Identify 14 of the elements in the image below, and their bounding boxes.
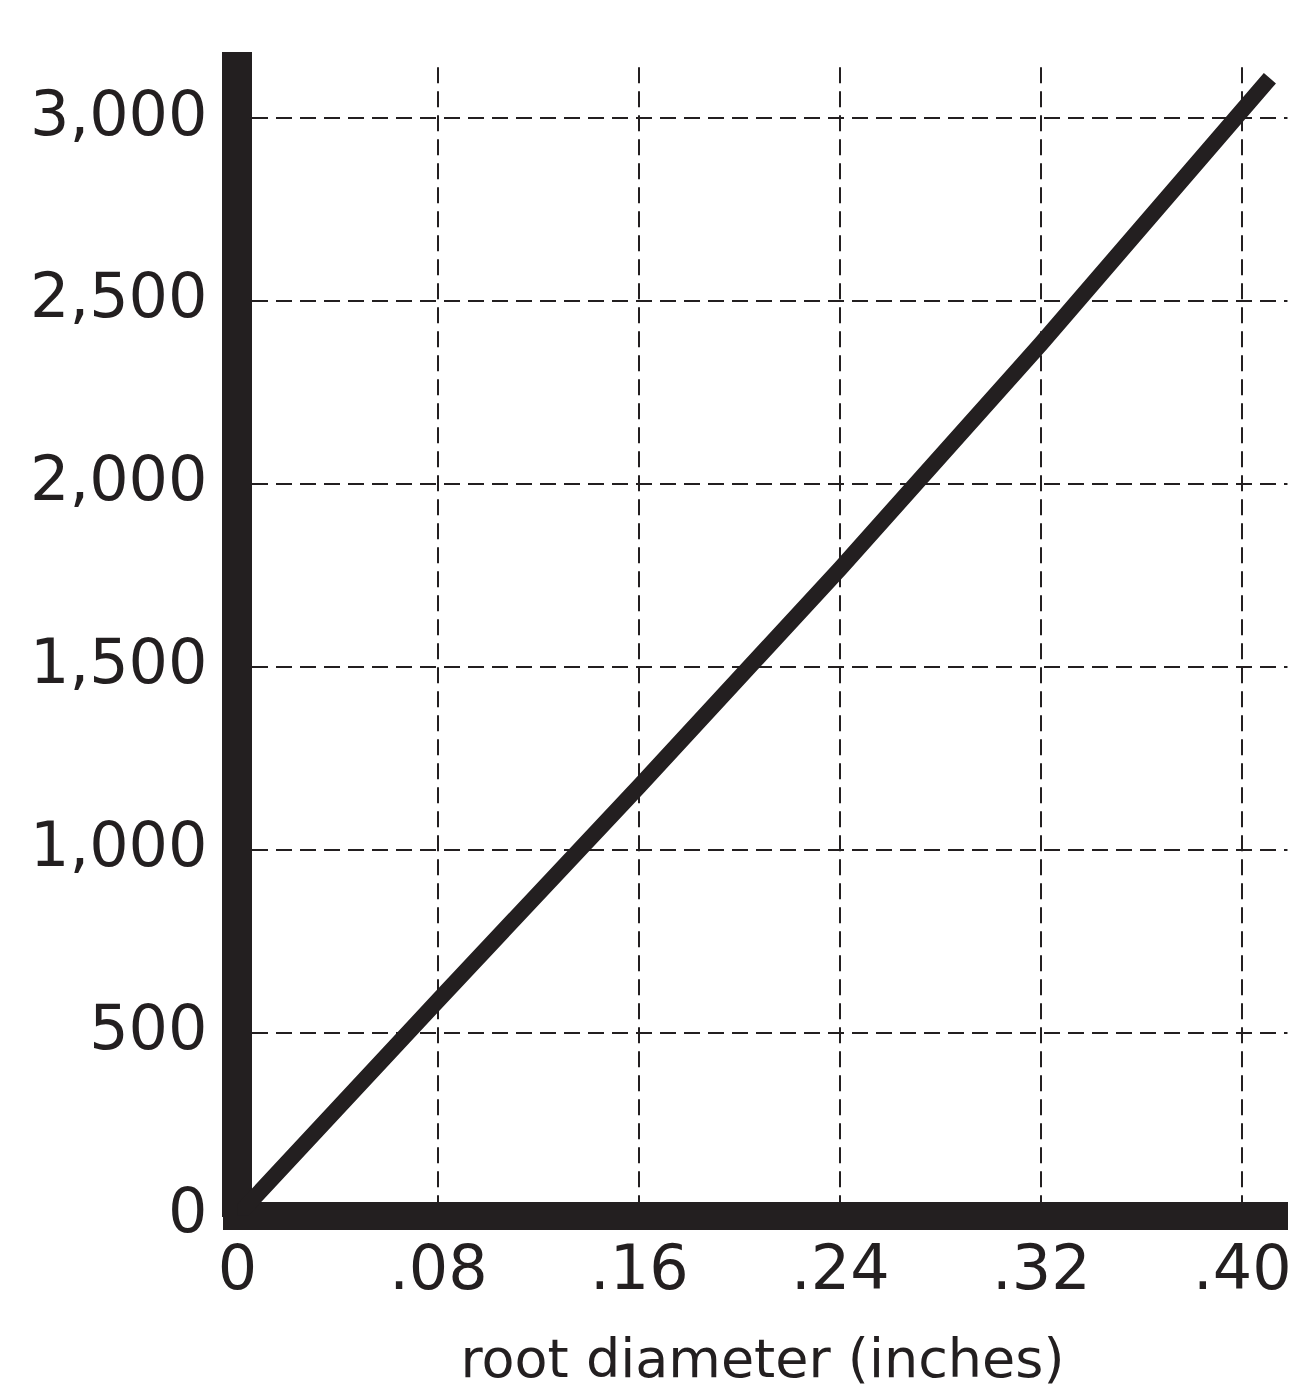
x-tick-label: .24 (791, 1231, 890, 1305)
x-tick-label: .40 (1192, 1231, 1292, 1305)
y-tick-label: 2,500 (29, 259, 208, 333)
y-tick-label: 2,000 (29, 442, 208, 516)
y-tick-label: 500 (89, 991, 208, 1065)
x-tick-label: .16 (590, 1231, 689, 1305)
x-tick-label: .32 (992, 1231, 1091, 1305)
y-tick-label: 1,500 (29, 625, 208, 699)
y-tick-label: 1,000 (29, 808, 208, 882)
x-tick-label: .08 (389, 1231, 488, 1305)
y-tick-label: 0 (168, 1173, 208, 1247)
x-tick-label: 0 (217, 1231, 258, 1305)
x-axis-title: root diameter (inches) (460, 1326, 1065, 1390)
y-tick-label: 3,000 (29, 76, 208, 150)
